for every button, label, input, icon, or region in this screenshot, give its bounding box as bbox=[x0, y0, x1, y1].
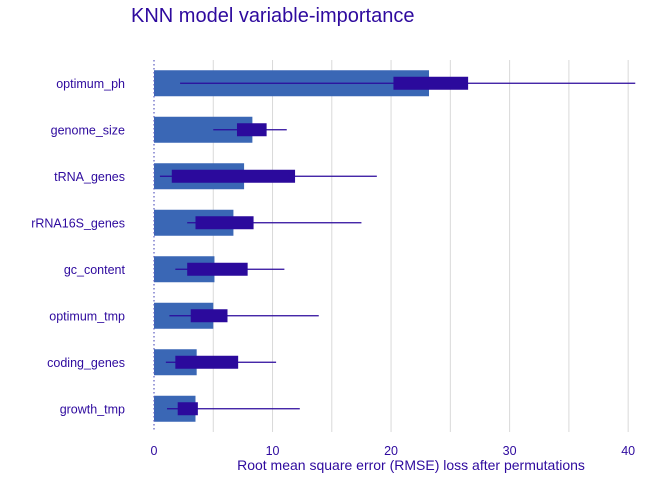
x-tick-label: 30 bbox=[503, 444, 517, 458]
x-tick-label: 10 bbox=[266, 444, 280, 458]
category-label: gc_content bbox=[64, 263, 126, 277]
box bbox=[171, 169, 296, 183]
x-tick-label: 0 bbox=[151, 444, 158, 458]
box bbox=[177, 402, 198, 416]
box bbox=[190, 309, 228, 323]
box bbox=[393, 76, 469, 90]
category-label: optimum_ph bbox=[56, 77, 125, 91]
box bbox=[195, 216, 254, 230]
category-label: genome_size bbox=[51, 123, 125, 137]
category-label: coding_genes bbox=[47, 356, 125, 370]
category-label: optimum_tmp bbox=[49, 309, 125, 323]
box bbox=[175, 355, 239, 369]
x-axis-label: Root mean square error (RMSE) loss after… bbox=[237, 457, 585, 473]
box bbox=[187, 262, 248, 276]
x-tick-label: 40 bbox=[621, 444, 635, 458]
category-label: tRNA_genes bbox=[54, 170, 125, 184]
category-label: rRNA16S_genes bbox=[31, 216, 125, 230]
x-tick-label: 20 bbox=[384, 444, 398, 458]
box bbox=[236, 123, 267, 137]
category-label: growth_tmp bbox=[60, 402, 125, 416]
chart-title: KNN model variable-importance bbox=[131, 5, 415, 27]
